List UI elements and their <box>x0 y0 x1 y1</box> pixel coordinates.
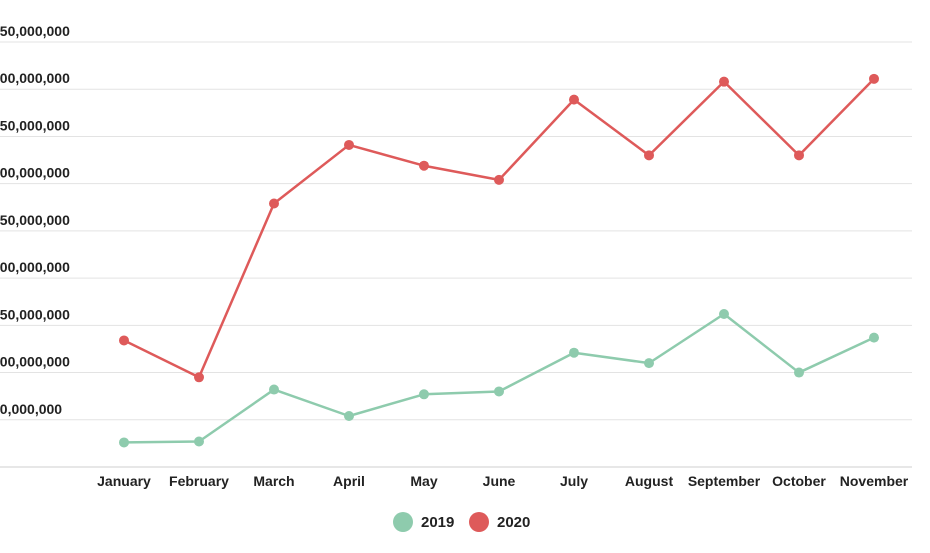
data-point[interactable] <box>494 174 504 185</box>
legend-swatch <box>393 512 413 532</box>
y-tick-label: 100,000,000 <box>0 354 70 370</box>
series-2019 <box>119 309 879 448</box>
y-tick-label: 300,000,000 <box>0 165 70 181</box>
data-point[interactable] <box>269 384 279 395</box>
data-point[interactable] <box>344 411 354 421</box>
data-point[interactable] <box>194 372 204 383</box>
data-point[interactable] <box>869 73 879 84</box>
data-point[interactable] <box>869 332 879 343</box>
x-tick-label: April <box>333 473 365 489</box>
y-tick-label: 150,000,000 <box>0 306 70 322</box>
x-tick-label: October <box>772 473 826 489</box>
y-tick-label: 400,000,000 <box>0 70 70 86</box>
legend-item-2019[interactable]: 2019 <box>393 512 454 532</box>
data-point[interactable] <box>119 335 129 346</box>
x-tick-label: March <box>253 473 294 489</box>
data-point[interactable] <box>194 436 204 447</box>
x-tick-label: June <box>483 473 516 489</box>
y-tick-label: 250,000,000 <box>0 212 70 228</box>
data-point[interactable] <box>719 76 729 87</box>
legend-item-2020[interactable]: 2020 <box>469 512 530 532</box>
x-tick-label: November <box>840 473 909 489</box>
data-point[interactable] <box>644 358 654 369</box>
x-tick-label: September <box>688 473 761 489</box>
y-tick-label: 200,000,000 <box>0 259 70 275</box>
x-axis-ticks: January February March April May June July Augu… <box>97 473 909 489</box>
data-point[interactable] <box>794 367 804 378</box>
series-line <box>123 312 875 444</box>
x-tick-label: February <box>169 473 229 489</box>
data-point[interactable] <box>719 309 729 319</box>
series-line <box>123 77 875 379</box>
data-point[interactable] <box>644 150 654 161</box>
x-tick-label: August <box>625 473 674 489</box>
data-point[interactable] <box>269 198 279 209</box>
data-point[interactable] <box>569 94 579 105</box>
data-point[interactable] <box>419 160 429 171</box>
data-point[interactable] <box>794 150 804 161</box>
y-axis-ticks: 050,000,000100,000,000150,000,000200,000… <box>0 23 70 417</box>
y-tick-label: 450,000,000 <box>0 23 70 39</box>
x-tick-label: July <box>560 473 588 489</box>
x-tick-label: January <box>97 473 151 489</box>
legend: 2019 2020 <box>393 512 530 532</box>
data-point[interactable] <box>494 386 504 397</box>
legend-label: 2019 <box>421 514 454 531</box>
data-point[interactable] <box>419 389 429 400</box>
legend-label: 2020 <box>497 514 530 531</box>
y-tick-label: 50,000,000 <box>0 401 62 417</box>
series-layer <box>119 73 879 448</box>
data-point[interactable] <box>569 347 579 358</box>
series-2020 <box>119 73 879 383</box>
legend-swatch <box>469 512 489 532</box>
data-point[interactable] <box>344 139 354 150</box>
x-tick-label: May <box>410 473 437 489</box>
grid-layer <box>0 41 912 468</box>
y-tick-label: 350,000,000 <box>0 117 70 133</box>
data-point[interactable] <box>119 437 129 448</box>
